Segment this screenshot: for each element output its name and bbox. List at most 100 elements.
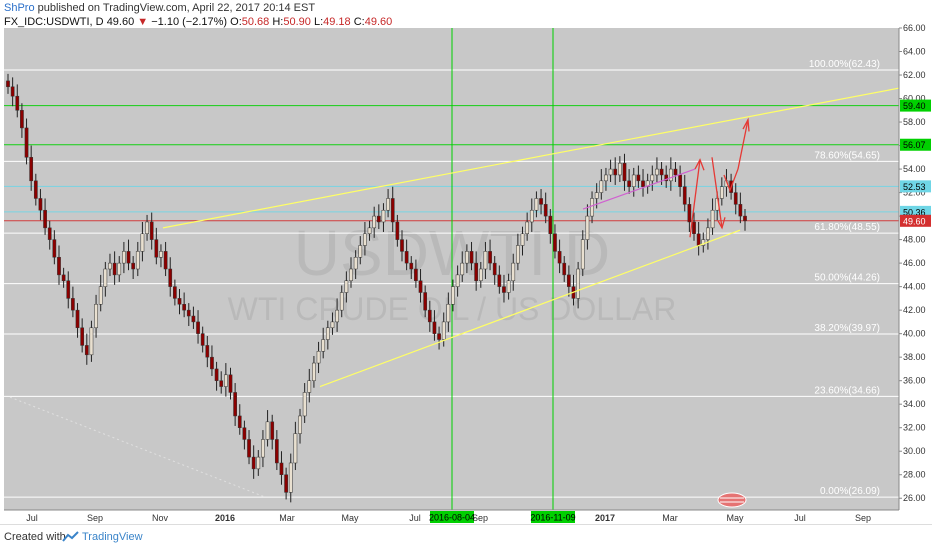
price-chart[interactable]: USDWTI DWTI CRUDE OIL / US DOLLAR 100.00… (0, 0, 932, 524)
candle-body (381, 209, 386, 223)
tradingview-logo-icon[interactable] (62, 531, 80, 543)
candle (10, 77, 15, 107)
candle (655, 157, 659, 183)
candle-body (543, 204, 548, 217)
candle-body (298, 415, 302, 434)
candle-body (511, 262, 516, 282)
low-value: 49.18 (323, 16, 351, 28)
close-value: 49.60 (364, 16, 393, 28)
candle (307, 368, 312, 403)
candle (57, 245, 61, 285)
candle-body (247, 439, 251, 458)
candle (553, 224, 557, 259)
candle-body (719, 186, 724, 199)
candles (6, 73, 747, 503)
candle-body (279, 462, 284, 475)
candle-body (372, 215, 377, 229)
candle (145, 214, 149, 241)
candle-body (126, 251, 131, 264)
candle (33, 173, 38, 206)
candle-body (455, 274, 460, 287)
candle (557, 239, 562, 274)
dotted-line (9, 396, 266, 498)
candle-body (395, 221, 400, 240)
last-price: 49.60 (106, 16, 135, 28)
candle (237, 404, 242, 435)
candle-body (423, 292, 428, 311)
candle (177, 288, 182, 315)
candle-body (224, 374, 228, 387)
lower-trend-line (319, 229, 741, 388)
candle (47, 220, 52, 250)
candle (543, 192, 548, 224)
candle (427, 300, 432, 332)
price-badge-label-3: 50.36 (903, 207, 926, 217)
y-tick-label-15: 36.00 (903, 376, 926, 386)
candle-body (617, 162, 622, 176)
candle (701, 232, 706, 253)
candle-body (636, 174, 641, 182)
channel-line (582, 168, 696, 210)
tradingview-brand-link[interactable]: TradingView (82, 531, 143, 543)
candle-body (43, 209, 47, 229)
y-tick-label-10: 46.00 (903, 258, 926, 268)
candle (617, 156, 622, 183)
candle (733, 183, 738, 215)
candle-body (733, 192, 738, 205)
candle (131, 256, 136, 279)
candle (525, 212, 529, 241)
candle (298, 408, 302, 444)
candle (465, 244, 469, 274)
candle-body (47, 227, 52, 240)
symbol-info: FX_IDC:USDWTI, D 49.60 ▼ −1.10 (−2.17%) … (4, 16, 392, 28)
candle (706, 218, 710, 250)
candle-body (10, 86, 15, 97)
candle-body (400, 239, 404, 252)
candle-body (668, 168, 673, 182)
candle (585, 204, 590, 250)
y-tick-label-14: 38.00 (903, 352, 926, 362)
candle-body (590, 198, 594, 217)
candle (400, 230, 404, 262)
candle (692, 212, 696, 241)
candle (636, 165, 641, 188)
candle-body (261, 439, 265, 458)
candle (363, 221, 367, 256)
candle-body (567, 274, 571, 287)
candle (451, 279, 455, 312)
arrow-head-3 (742, 117, 750, 132)
candle (664, 165, 669, 188)
y-tick-label-0: 66.00 (903, 23, 926, 33)
date-badge-label-0: 2016-08-04 (429, 513, 475, 523)
candle (516, 233, 520, 271)
candle (358, 236, 363, 265)
arrow-zigzag (723, 168, 739, 193)
candle-body (437, 333, 441, 340)
candle (75, 303, 80, 338)
author-name[interactable]: ShPro (4, 2, 35, 14)
candle-body (562, 262, 567, 276)
candle (353, 250, 358, 279)
candle-body (20, 110, 24, 129)
candle (89, 320, 94, 362)
candle (502, 274, 506, 303)
candle (330, 312, 335, 335)
candle (94, 294, 98, 338)
candle (414, 259, 418, 288)
candle (66, 271, 71, 309)
candle (576, 261, 580, 309)
candle (312, 355, 316, 388)
candle-body (205, 345, 210, 358)
x-tick-label-9: Mar (662, 513, 678, 523)
candle (214, 361, 219, 391)
candle (404, 239, 409, 271)
candle-body (89, 327, 94, 356)
upper-trend-line (162, 87, 901, 229)
candle-body (502, 286, 506, 293)
candle (562, 256, 567, 282)
candle-body (738, 204, 743, 217)
candle-body (29, 157, 34, 182)
candle-body (274, 439, 279, 464)
y-tick-label-13: 40.00 (903, 329, 926, 339)
candle-body (594, 192, 599, 199)
